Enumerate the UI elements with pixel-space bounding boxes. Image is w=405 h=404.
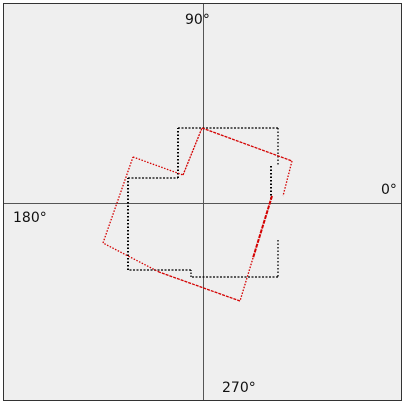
red-edge-step-up xyxy=(182,127,203,176)
red-edge-bottom xyxy=(158,271,241,302)
label-0-degrees: 0° xyxy=(381,182,397,198)
red-edge-top-right xyxy=(282,160,293,197)
red-edge-left xyxy=(102,156,134,244)
red-outline-shape xyxy=(102,127,293,302)
label-180-degrees: 180° xyxy=(13,210,47,226)
black-outline-shape xyxy=(127,127,279,278)
red-edge-bottom-right xyxy=(239,257,254,302)
label-270-degrees: 270° xyxy=(222,380,256,396)
label-90-degrees: 90° xyxy=(185,12,210,28)
red-edge-mid-right xyxy=(252,195,273,259)
plot-frame xyxy=(3,3,402,401)
